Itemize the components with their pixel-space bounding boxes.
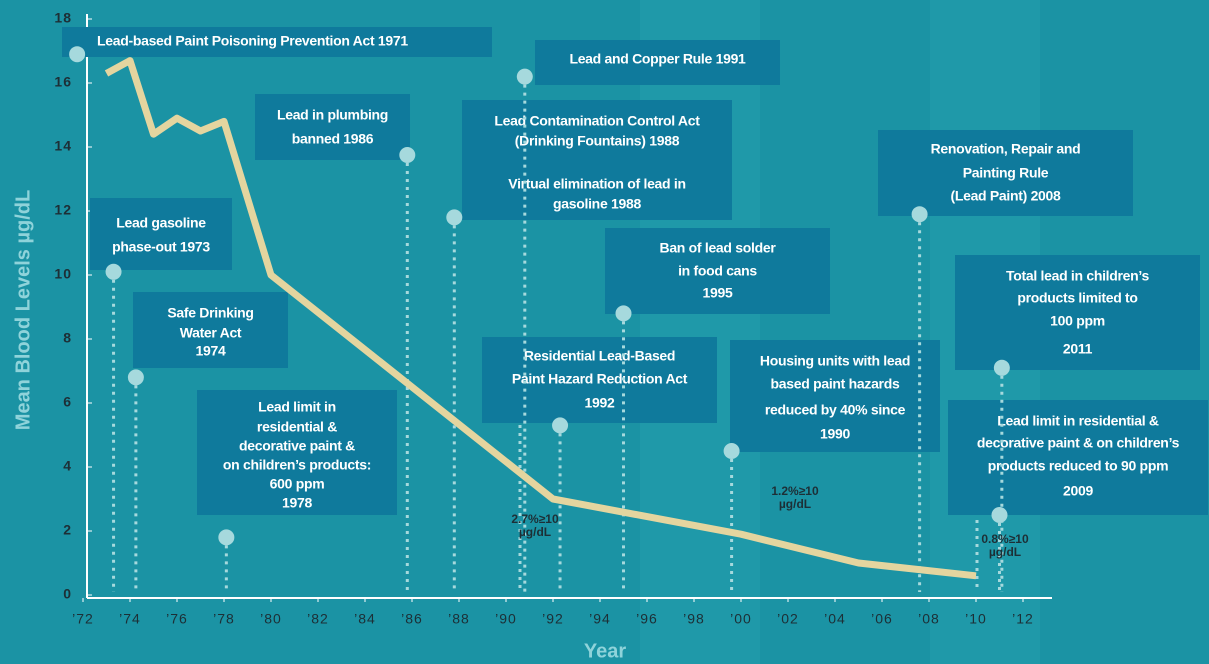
annotation-text: (Drinking Fountains) 1988 [515, 133, 680, 149]
x-tick-label: ’96 [636, 611, 658, 627]
annotation-box [255, 94, 410, 160]
marker [106, 264, 122, 280]
x-tick-label: ’06 [871, 611, 893, 627]
x-tick-label: ’86 [401, 611, 423, 627]
note-text: 2.7%≥10 [511, 512, 559, 526]
annotation-text: 2009 [1063, 483, 1093, 499]
y-tick-label: 18 [54, 10, 72, 26]
annotation-text: 1990 [820, 426, 850, 442]
marker [994, 360, 1010, 376]
x-tick-label: ’10 [965, 611, 987, 627]
annotation-text: on children’s products: [223, 457, 371, 473]
marker [218, 529, 234, 545]
annotation-text: Total lead in children’s [1006, 268, 1149, 284]
x-tick-label: ’94 [589, 611, 611, 627]
annotation-text: decorative paint & on children’s [977, 435, 1180, 451]
annotation-text: (Lead Paint) 2008 [950, 188, 1061, 204]
marker [517, 69, 533, 85]
x-tick-label: ’00 [730, 611, 752, 627]
annotation-text: Safe Drinking [167, 305, 253, 321]
decoration [640, 0, 760, 664]
annotation-text: 1995 [703, 285, 733, 301]
chart: Year Mean Blood Levels µg/dL 0 2 4 6 8 10 12 14… [0, 0, 1209, 664]
x-tick-label: ’88 [448, 611, 470, 627]
y-tick-label: 0 [63, 586, 72, 602]
marker [69, 46, 85, 62]
y-tick-label: 4 [63, 458, 72, 474]
annotation-text: Painting Rule [963, 165, 1049, 181]
x-tick-label: ’84 [354, 611, 376, 627]
x-tick-label: ’80 [260, 611, 282, 627]
annotation-text: Lead limit in residential & [997, 413, 1159, 429]
x-axis-title: Year [584, 640, 626, 662]
y-tick-label: 2 [63, 522, 72, 538]
annotation-text: decorative paint & [239, 438, 355, 454]
note-text: µg/dL [989, 545, 1021, 559]
annotation-box [90, 198, 232, 270]
marker [912, 206, 928, 222]
marker [992, 507, 1008, 523]
annotation-text: Lead in plumbing [277, 107, 388, 123]
x-tick-label: ’78 [213, 611, 235, 627]
annotation-text: phase-out 1973 [112, 239, 210, 255]
annotation-text: reduced by 40% since [765, 402, 906, 418]
annotation-text: 100 ppm [1050, 313, 1105, 329]
y-tick-label: 6 [63, 394, 72, 410]
annotation-text: banned 1986 [292, 131, 374, 147]
annotation-text: based paint hazards [771, 376, 900, 392]
marker [552, 417, 568, 433]
x-tick-label: ’74 [119, 611, 141, 627]
x-tick-label: ’08 [918, 611, 940, 627]
annotation-text: Lead and Copper Rule 1991 [569, 51, 746, 67]
x-tick-label: ’76 [166, 611, 188, 627]
y-tick-label: 14 [54, 138, 72, 154]
annotation-text: products reduced to 90 ppm [988, 458, 1168, 474]
marker [128, 369, 144, 385]
annotation-text: 2011 [1063, 341, 1093, 357]
x-tick-label: ’04 [824, 611, 846, 627]
note-text: µg/dL [779, 497, 811, 511]
note-text: µg/dL [519, 525, 551, 539]
marker [616, 305, 632, 321]
annotation-text: Ban of lead solder [660, 240, 777, 256]
x-tick-label: ’82 [307, 611, 329, 627]
annotation-text: Lead limit in [258, 399, 336, 415]
annotation-text: Lead-based Paint Poisoning Prevention Ac… [97, 33, 408, 49]
y-tick-label: 10 [54, 266, 72, 282]
marker [724, 443, 740, 459]
x-tick-label: ’02 [777, 611, 799, 627]
annotation-text: gasoline 1988 [553, 196, 641, 212]
annotation-text: Virtual elimination of lead in [508, 176, 685, 192]
annotation-text: products limited to [1017, 290, 1137, 306]
y-tick-label: 16 [54, 74, 72, 90]
annotation-text: Residential Lead-Based [524, 348, 675, 364]
x-tick-label: ’72 [72, 611, 94, 627]
x-tick-label: ’92 [542, 611, 564, 627]
marker [446, 209, 462, 225]
x-tick-label: ’90 [495, 611, 517, 627]
annotation-text: residential & [257, 419, 337, 435]
y-tick-label: 8 [63, 330, 72, 346]
annotation-text: Housing units with lead [760, 353, 910, 369]
note-text: 1.2%≥10 [771, 484, 819, 498]
y-axis-title: Mean Blood Levels µg/dL [12, 190, 34, 430]
x-tick-label: ’98 [683, 611, 705, 627]
annotation-text: in food cans [678, 263, 757, 279]
annotation-text: Lead gasoline [116, 215, 206, 231]
annotation-text: 600 ppm [270, 476, 325, 492]
annotation-text: Water Act [180, 325, 242, 341]
annotation-text: Renovation, Repair and [931, 141, 1081, 157]
annotation-text: 1974 [196, 343, 226, 359]
x-tick-label: ’12 [1012, 611, 1034, 627]
annotation-text: Paint Hazard Reduction Act [512, 371, 688, 387]
annotation-text: 1978 [282, 495, 312, 511]
marker [399, 147, 415, 163]
y-tick-label: 12 [54, 202, 72, 218]
note-text: 0.8%≥10 [981, 532, 1029, 546]
annotation-text: 1992 [585, 395, 615, 411]
